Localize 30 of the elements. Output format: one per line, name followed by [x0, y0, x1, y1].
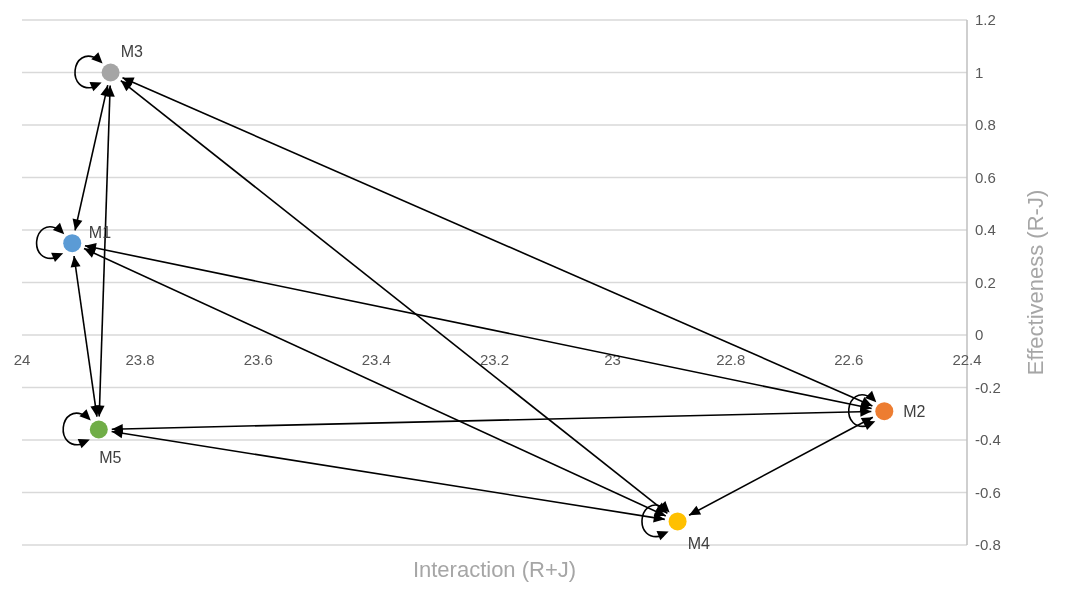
x-tick-label: 23.8 — [125, 351, 155, 368]
x-tick-label: 24 — [13, 351, 31, 368]
x-tick-label: 22.4 — [952, 351, 982, 368]
y-tick-label: -0.8 — [975, 536, 1001, 554]
y-tick-label: 1.2 — [975, 11, 996, 29]
y-tick-label: -0.2 — [975, 378, 1001, 396]
y-tick-label: 0.4 — [975, 221, 996, 239]
series-label: M3 — [120, 43, 144, 61]
series-label: M2 — [903, 403, 926, 421]
point — [63, 234, 82, 253]
x-axis-title: Interaction (R+J) — [412, 557, 577, 582]
point — [668, 512, 687, 531]
point — [89, 420, 108, 439]
x-tick-label: 23.6 — [243, 351, 273, 368]
point — [875, 402, 894, 421]
y-tick-label: 0.2 — [975, 273, 996, 291]
y-tick-label: 0.6 — [975, 168, 996, 186]
x-tick-label: 22.6 — [834, 351, 864, 368]
x-tick-label: 22.8 — [716, 351, 746, 368]
x-tick-label: 23.4 — [361, 351, 391, 368]
y-tick-label: 1 — [975, 63, 984, 81]
x-tick-label: 23.2 — [479, 351, 510, 368]
y-axis-title: Effectiveness (R-J) — [1023, 189, 1048, 376]
y-tick-label: -0.4 — [975, 431, 1001, 449]
point — [101, 63, 120, 82]
y-tick-label: -0.6 — [975, 483, 1001, 501]
series-label: M5 — [99, 449, 122, 467]
y-tick-label: 0 — [975, 326, 984, 344]
series-label: M4 — [687, 534, 711, 552]
y-tick-label: 0.8 — [975, 116, 996, 134]
